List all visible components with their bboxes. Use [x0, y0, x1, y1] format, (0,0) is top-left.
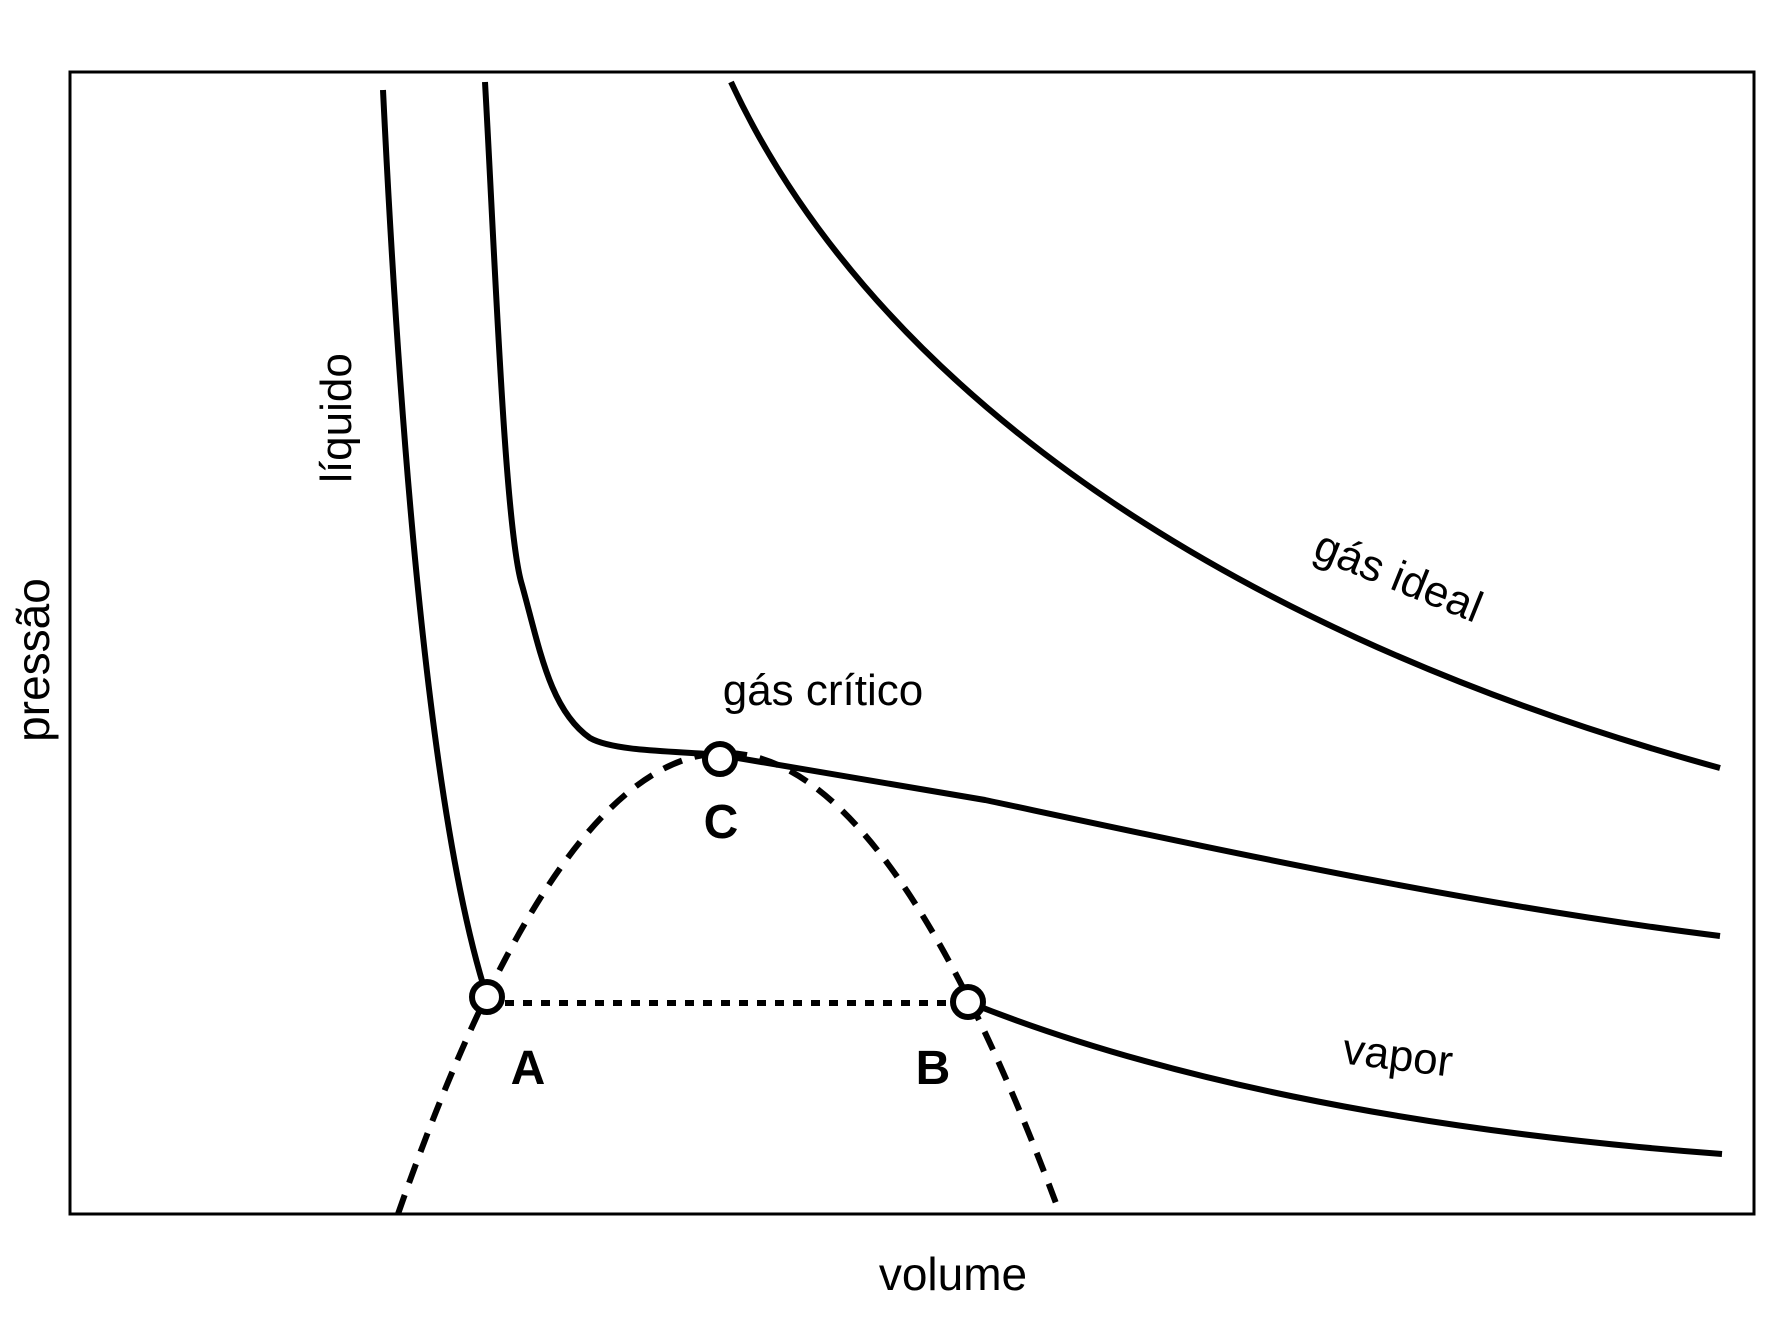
ideal-gas-label: gás ideal — [1308, 521, 1490, 632]
point-a-marker — [469, 979, 505, 1015]
y-axis-label: pressão — [7, 578, 59, 742]
liquid-branch-curve — [380, 89, 490, 998]
liquid-label: líquido — [312, 353, 361, 483]
point-b-label: B — [916, 1042, 951, 1095]
critical-isotherm-curve — [482, 81, 1721, 939]
point-c-marker — [702, 741, 738, 777]
vapor-label: vapor — [1340, 1025, 1455, 1087]
ideal-gas-curve — [728, 80, 1721, 771]
x-axis-label: volume — [879, 1248, 1027, 1300]
point-c-label: C — [704, 796, 739, 849]
point-a-label: A — [511, 1042, 546, 1095]
coexistence-dome-curve — [395, 750, 1063, 1216]
point-b-marker — [950, 984, 986, 1020]
vapor-branch-curve — [966, 999, 1723, 1157]
critical-gas-label: gás crítico — [723, 666, 924, 715]
plot-frame — [68, 70, 1756, 1216]
